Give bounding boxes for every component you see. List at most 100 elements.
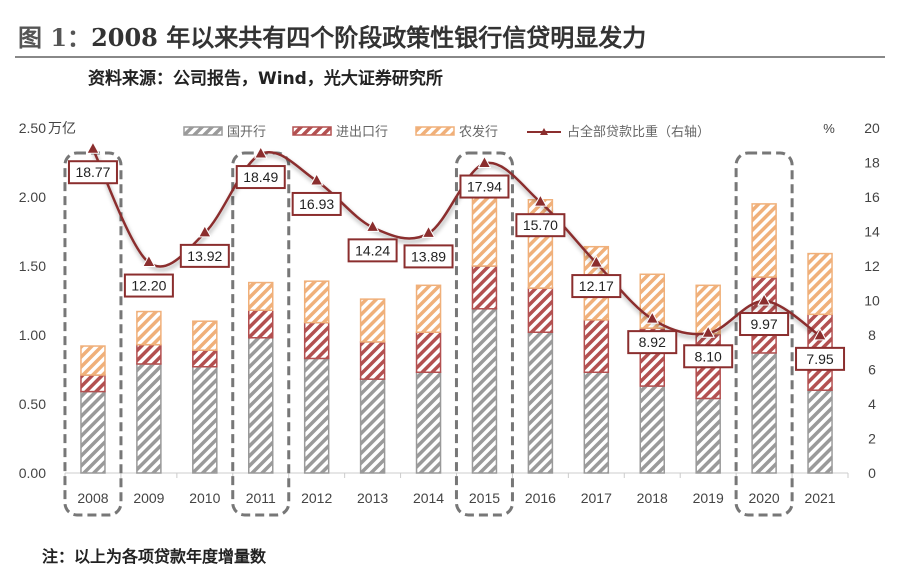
right-tick-label: 12 bbox=[864, 258, 880, 274]
right-tick-label: 8 bbox=[868, 327, 876, 343]
x-tick-label: 2012 bbox=[301, 490, 332, 506]
data-label: 18.49 bbox=[243, 169, 278, 185]
x-tick-label: 2013 bbox=[357, 490, 388, 506]
bar-segment-cdb bbox=[248, 337, 274, 474]
right-tick-label: 6 bbox=[868, 362, 876, 378]
line-marker-triangle bbox=[645, 311, 660, 324]
data-label: 12.20 bbox=[131, 278, 166, 294]
data-label-box bbox=[291, 191, 342, 216]
data-label-box bbox=[347, 238, 398, 263]
legend-label: 国开行 bbox=[227, 124, 266, 139]
bar-segment-adbc bbox=[807, 252, 833, 316]
right-tick-label: 4 bbox=[868, 396, 876, 412]
bar-segment-exim bbox=[583, 319, 610, 374]
bar-segment-cdb bbox=[80, 390, 106, 474]
highlight-box-2015 bbox=[454, 151, 514, 517]
data-label: 13.92 bbox=[187, 248, 222, 264]
data-label: 7.95 bbox=[806, 351, 833, 367]
data-label-box bbox=[739, 312, 790, 337]
right-tick-label: 14 bbox=[864, 224, 880, 240]
data-label: 15.70 bbox=[523, 217, 558, 233]
line-marker-triangle bbox=[142, 254, 156, 268]
x-tick-label: 2011 bbox=[246, 490, 276, 506]
bar-segment-exim bbox=[527, 287, 554, 333]
footnote: 注：以上为各项贷款年度增量数 bbox=[42, 547, 267, 566]
bar-segment-cdb bbox=[639, 385, 665, 474]
right-axis-unit: % bbox=[823, 121, 835, 136]
legend-swatch-exim bbox=[292, 126, 332, 136]
bar-segment-exim bbox=[136, 343, 162, 365]
legend-swatch-adbc bbox=[415, 126, 455, 136]
legend-label: 农发行 bbox=[459, 124, 498, 139]
bar-segment-cdb bbox=[751, 352, 777, 474]
line-marker-triangle bbox=[197, 224, 212, 238]
bar-segment-cdb bbox=[807, 389, 833, 474]
bar-segment-exim bbox=[359, 341, 386, 380]
data-label: 9.97 bbox=[750, 316, 777, 332]
bar-segment-cdb bbox=[471, 308, 498, 474]
line-marker-triangle bbox=[253, 146, 268, 159]
right-tick-label: 0 bbox=[868, 465, 876, 481]
data-label: 18.77 bbox=[75, 164, 110, 180]
bar-segment-adbc bbox=[471, 196, 498, 267]
x-tick-label: 2021 bbox=[804, 490, 835, 506]
legend-label: 占全部贷款比重（右轴） bbox=[567, 124, 710, 139]
line-marker-triangle bbox=[533, 194, 548, 207]
bar-segment-adbc bbox=[192, 320, 218, 351]
data-label-box bbox=[179, 243, 230, 268]
title-text: 2008 年以来共有四个阶段政策性银行信贷明显发力 bbox=[91, 23, 647, 52]
data-label-box bbox=[459, 174, 510, 199]
highlight-box-2020 bbox=[734, 151, 794, 517]
title-divider bbox=[15, 56, 885, 58]
bar-segment-cdb bbox=[695, 397, 721, 474]
data-label: 17.94 bbox=[467, 179, 502, 195]
bar-segment-cdb bbox=[527, 331, 554, 474]
x-tick-label: 2009 bbox=[133, 490, 164, 506]
data-label-box bbox=[515, 213, 566, 238]
bar-segment-adbc bbox=[248, 281, 274, 311]
line-marker-triangle bbox=[757, 292, 771, 306]
bar-segment-adbc bbox=[80, 345, 106, 376]
data-label-box bbox=[403, 244, 454, 269]
source-text: 资料来源：公司报告，Wind，光大证券研究所 bbox=[88, 69, 443, 89]
left-tick-label: 0.50 bbox=[19, 396, 46, 412]
data-label-box bbox=[123, 273, 174, 298]
data-label-box bbox=[683, 344, 734, 369]
line-marker-triangle bbox=[86, 141, 100, 154]
data-label: 8.10 bbox=[695, 348, 722, 364]
bar-segment-adbc bbox=[751, 203, 777, 278]
bar-segment-exim bbox=[192, 349, 218, 368]
legend-swatch-cdb bbox=[183, 126, 223, 136]
line-marker-triangle bbox=[813, 327, 827, 341]
bar-segment-cdb bbox=[583, 371, 610, 474]
left-tick-label: 0.00 bbox=[19, 465, 46, 481]
data-label: 13.89 bbox=[411, 248, 446, 264]
x-tick-label: 2019 bbox=[693, 490, 724, 506]
chart-title: 图 1：2008 年以来共有四个阶段政策性银行信贷明显发力 bbox=[18, 18, 646, 53]
line-marker-triangle bbox=[421, 225, 436, 238]
x-tick-label: 2015 bbox=[469, 490, 500, 506]
left-tick-label: 2.00 bbox=[19, 189, 46, 205]
bar-segment-cdb bbox=[136, 363, 162, 474]
bar-segment-adbc bbox=[136, 310, 162, 346]
x-tick-label: 2010 bbox=[189, 490, 220, 506]
data-label: 16.93 bbox=[299, 196, 334, 212]
bar-segment-adbc bbox=[415, 284, 442, 333]
line-marker-triangle bbox=[365, 219, 380, 232]
bar-segment-exim bbox=[80, 374, 106, 393]
bar-segment-exim bbox=[415, 331, 442, 374]
data-label-box bbox=[67, 160, 118, 185]
legend-triangle-icon bbox=[540, 128, 548, 135]
line-marker-triangle bbox=[589, 255, 604, 268]
x-tick-label: 2008 bbox=[77, 490, 108, 506]
legend-label: 进出口行 bbox=[336, 124, 388, 139]
right-tick-label: 10 bbox=[864, 293, 880, 309]
x-tick-label: 2014 bbox=[413, 490, 444, 506]
bar-segment-adbc bbox=[527, 199, 554, 289]
bar-segment-adbc bbox=[303, 280, 330, 324]
bar-segment-cdb bbox=[192, 365, 218, 474]
data-label-box bbox=[571, 274, 622, 299]
figure-label: 图 1： bbox=[18, 23, 92, 52]
left-tick-label: 1.50 bbox=[19, 258, 46, 274]
